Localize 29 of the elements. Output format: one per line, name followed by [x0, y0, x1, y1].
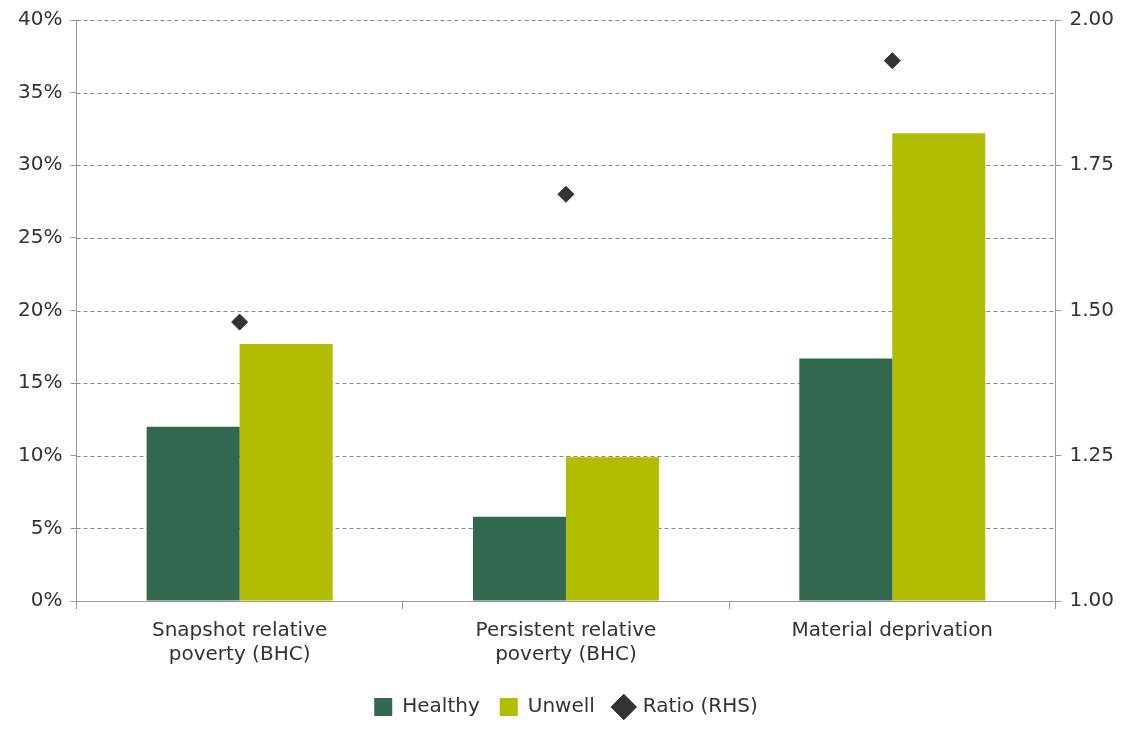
y-tick-label: 25% [18, 224, 63, 249]
point [557, 185, 575, 203]
y-tick-label: 40% [18, 6, 63, 31]
y-tick-label: 5% [30, 514, 63, 539]
y2-tick-label: 1.25 [1069, 441, 1114, 466]
point [883, 52, 901, 70]
bar [892, 133, 986, 601]
y-tick-label: 30% [18, 151, 63, 176]
y-tick-label: 10% [18, 441, 63, 466]
y2-tick-label: 2.00 [1069, 6, 1114, 31]
legend-label: Ratio (RHS) [642, 693, 758, 718]
bar [565, 457, 659, 601]
x-tick-label: Persistent relative poverty (BHC) [475, 617, 657, 666]
x-tick-label: Material deprivation [791, 617, 994, 642]
y-tick-label: 0% [30, 587, 63, 612]
y-tick-label: 15% [18, 369, 63, 394]
x-tick-label: Snapshot relative poverty (BHC) [151, 617, 328, 666]
y2-tick-label: 1.00 [1069, 587, 1114, 612]
point [231, 313, 249, 331]
bar [239, 343, 333, 601]
legend-label: Healthy [402, 693, 480, 718]
bar [146, 426, 240, 601]
y2-tick-label: 1.75 [1069, 151, 1114, 176]
bar [472, 516, 566, 601]
y-tick-label: 35% [18, 78, 63, 103]
y-tick-label: 20% [18, 296, 63, 321]
bar [799, 358, 893, 601]
legend-label: Unwell [527, 693, 595, 718]
y2-tick-label: 1.50 [1069, 296, 1114, 321]
